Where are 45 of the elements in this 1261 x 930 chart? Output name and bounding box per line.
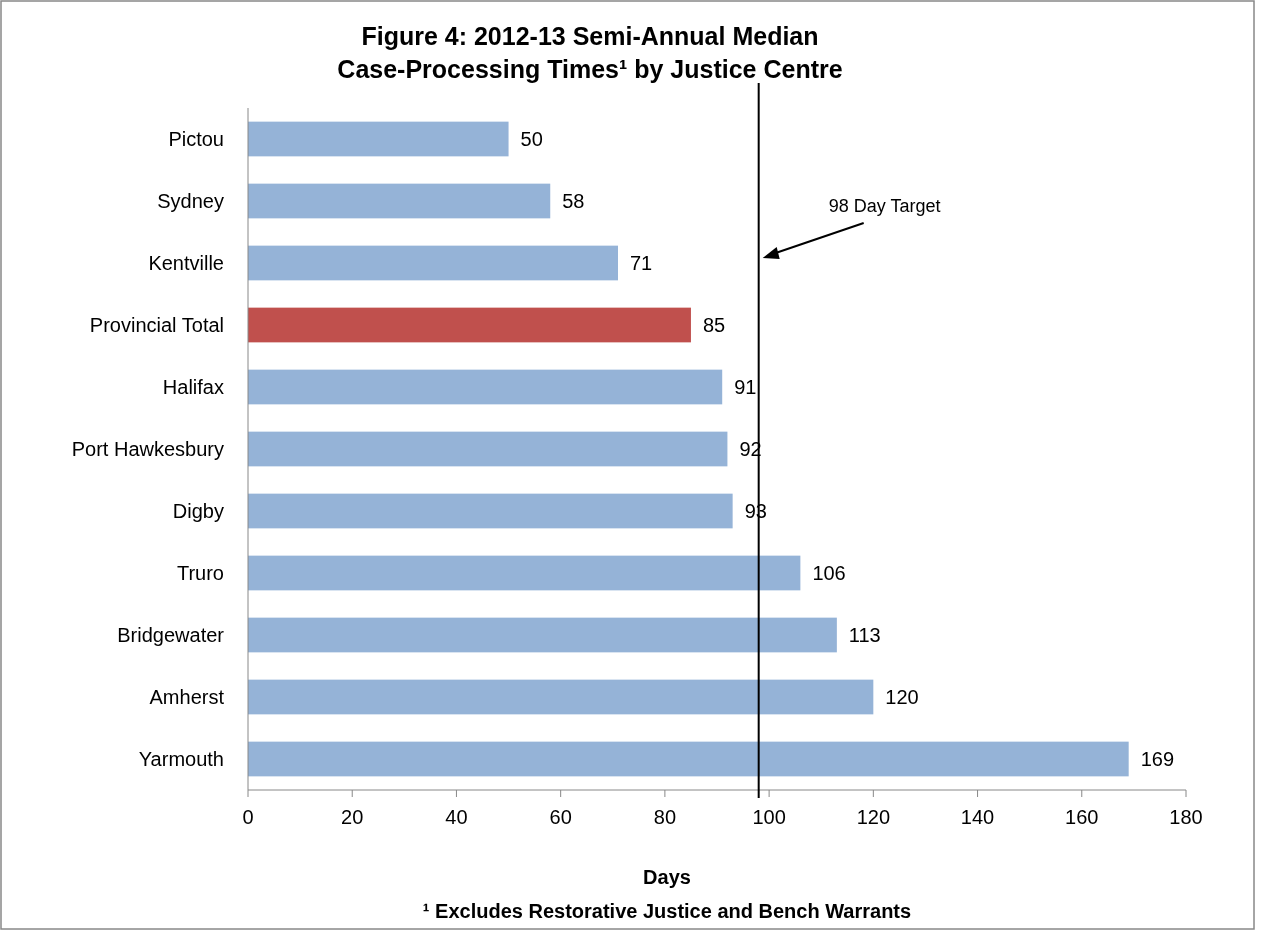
ref-line-label: 98 Day Target [828,196,941,217]
x-axis-title: Days [643,866,691,888]
data-label: 50 [520,128,543,150]
bar [248,741,1129,777]
data-label: 113 [848,624,881,646]
y-tick-label: Pictou [168,128,224,150]
x-tick-label: 180 [1169,806,1203,828]
x-tick-label: 80 [653,806,677,828]
bar [248,617,837,653]
x-tick-label: 140 [960,806,995,828]
x-tick-label: 40 [445,806,468,828]
data-label: 169 [1140,748,1175,770]
bar [248,431,728,467]
text: ¹ Excludes Restorative Justice and Bench Warrants [422,900,912,922]
data-label: 120 [885,686,919,708]
data-label: 85 [702,314,726,336]
y-tick-label: Bridgewater [117,624,225,646]
data-label: 106 [812,562,846,584]
bar [248,679,874,715]
y-tick-label: Digby [172,500,224,522]
y-tick-label: Provincial Total [89,314,224,336]
bar [248,307,691,343]
y-tick-label: Sydney [157,190,224,212]
bar [248,493,733,529]
bar [248,369,723,405]
y-tick-label: Yarmouth [138,748,224,770]
y-tick-label: Amherst [149,686,225,708]
data-label: 71 [629,252,653,274]
x-tick-label: 160 [1065,806,1099,828]
data-label: 58 [562,190,585,212]
x-tick-label: 120 [856,806,891,828]
data-label: 91 [734,376,757,398]
chart-title: Figure 4: 2012-13 Semi-Annual Median Case-Processing Times¹ by Justice Centre [337,22,843,83]
x-tick-label: 100 [752,806,786,828]
y-tick-label: Halifax [162,376,224,398]
x-tick-label: 20 [341,806,364,828]
bar [248,555,801,591]
bar [248,245,618,281]
x-tick-label: 0 [242,806,254,828]
bar [248,121,509,157]
y-tick-label: Truro [176,562,224,584]
bar [248,183,551,219]
x-tick-label: 60 [549,806,572,828]
y-tick-label: Port Hawkesbury [71,438,224,460]
y-tick-label: Kentville [148,252,224,274]
